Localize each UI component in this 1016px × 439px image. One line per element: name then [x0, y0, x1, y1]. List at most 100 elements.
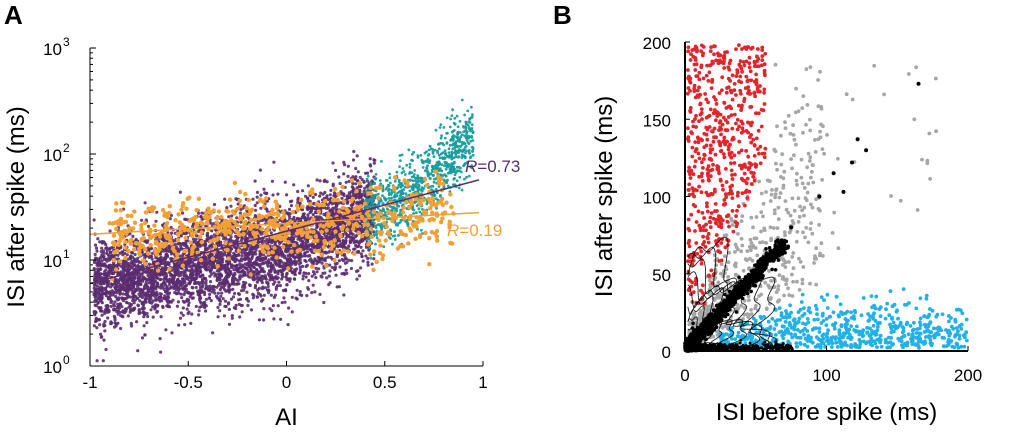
data-point	[337, 175, 341, 179]
data-point	[372, 161, 376, 165]
data-point	[354, 182, 358, 186]
data-point	[343, 257, 348, 261]
data-point	[184, 242, 188, 246]
data-point	[141, 293, 145, 297]
data-point	[184, 276, 188, 280]
data-point	[416, 188, 420, 192]
data-point	[359, 252, 363, 256]
data-point	[355, 195, 359, 199]
data-point	[432, 155, 436, 159]
data-point	[253, 179, 257, 183]
data-point	[351, 181, 355, 186]
data-point	[427, 148, 431, 152]
data-point	[290, 310, 294, 314]
data-point	[464, 122, 468, 125]
data-point	[108, 250, 112, 254]
data-point	[229, 264, 233, 268]
data-point	[125, 281, 130, 285]
data-point	[311, 206, 315, 210]
data-point	[234, 303, 238, 307]
data-point	[368, 246, 371, 250]
data-point	[445, 116, 449, 120]
data-point	[122, 268, 126, 272]
data-point	[128, 304, 132, 308]
data-point	[319, 216, 323, 220]
data-point	[412, 212, 415, 215]
data-point	[188, 273, 193, 277]
data-point	[270, 179, 274, 183]
data-point	[255, 246, 259, 250]
data-point	[105, 274, 110, 278]
data-point	[342, 293, 346, 297]
data-point	[92, 218, 96, 222]
data-point	[446, 155, 449, 159]
data-point	[105, 246, 109, 250]
data-point	[259, 232, 263, 236]
data-point	[450, 114, 454, 117]
data-point	[214, 294, 219, 298]
data-point	[155, 309, 159, 314]
data-point	[133, 298, 137, 302]
data-point	[206, 231, 210, 235]
data-point	[385, 179, 388, 182]
data-point	[290, 234, 294, 238]
data-point	[194, 285, 198, 290]
data-point	[196, 247, 200, 251]
data-point	[193, 239, 197, 243]
data-point	[319, 274, 323, 278]
data-point	[129, 321, 133, 326]
data-point	[362, 180, 366, 184]
data-point	[178, 271, 182, 275]
data-point	[311, 213, 315, 217]
data-point	[109, 300, 113, 304]
data-point	[262, 293, 266, 297]
data-point	[150, 257, 154, 261]
data-point	[147, 247, 151, 252]
data-point	[245, 290, 249, 294]
data-point	[219, 294, 223, 298]
data-point	[218, 309, 222, 313]
data-point	[457, 165, 461, 169]
data-point	[93, 252, 97, 257]
data-point	[315, 270, 319, 274]
data-point	[104, 268, 108, 272]
data-point	[204, 297, 208, 301]
data-point	[94, 317, 98, 321]
data-point	[101, 264, 105, 268]
data-point	[324, 256, 328, 260]
data-point	[370, 200, 374, 204]
data-point	[459, 145, 462, 148]
data-point	[256, 263, 260, 267]
data-point	[96, 301, 100, 305]
data-point	[470, 127, 473, 131]
data-point	[121, 292, 125, 296]
data-point	[310, 259, 314, 263]
data-point	[115, 305, 119, 310]
data-point	[95, 359, 99, 363]
data-point	[170, 274, 174, 279]
data-point	[120, 297, 124, 301]
data-point	[203, 276, 207, 281]
data-point	[292, 271, 296, 275]
data-point	[176, 300, 180, 304]
data-point	[208, 244, 212, 248]
data-point	[204, 246, 208, 250]
data-point	[211, 331, 215, 335]
data-point	[238, 297, 243, 301]
data-point	[218, 275, 222, 279]
data-point	[332, 191, 336, 195]
data-point	[316, 260, 321, 264]
data-point	[123, 307, 127, 311]
data-point	[183, 271, 187, 275]
data-point	[338, 265, 342, 269]
data-point	[326, 203, 330, 207]
data-point	[460, 188, 464, 192]
data-point	[279, 269, 283, 273]
data-point	[238, 277, 242, 281]
data-point	[310, 291, 314, 295]
data-point	[467, 150, 471, 154]
data-point	[229, 204, 233, 208]
data-point	[233, 264, 237, 268]
data-point	[444, 167, 448, 171]
data-point	[276, 276, 280, 280]
